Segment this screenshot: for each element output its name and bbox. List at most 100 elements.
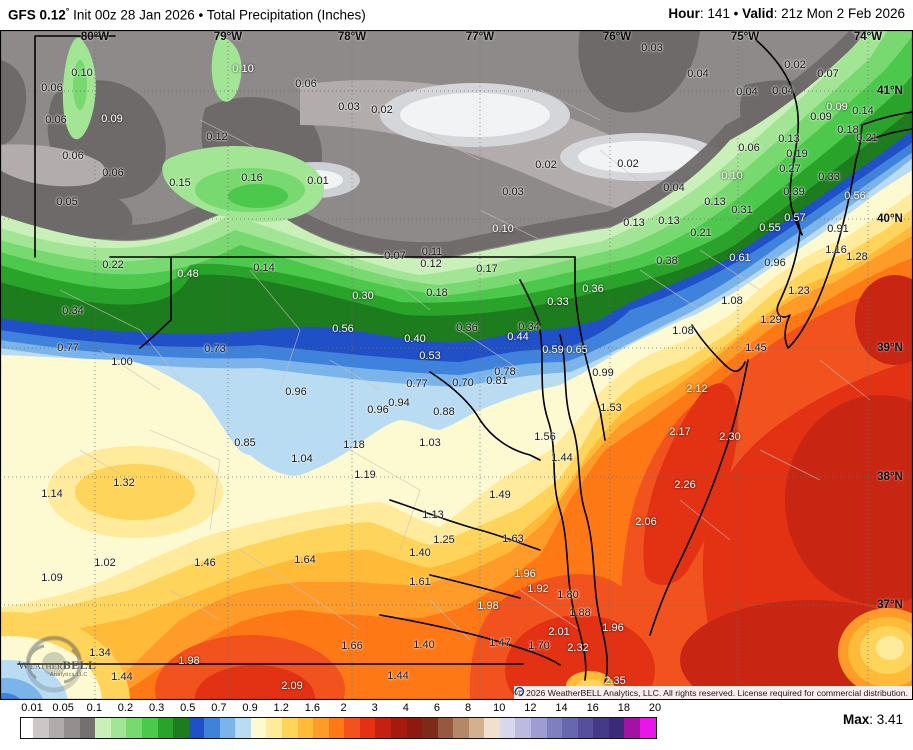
colorbar-cell <box>328 718 345 738</box>
colorbar-cell <box>110 718 127 738</box>
colorbar-tick: 0.9 <box>242 702 258 714</box>
colorbar-cell <box>437 718 454 738</box>
max-value: : 3.41 <box>869 712 903 727</box>
colorbar-tick: 0.1 <box>86 702 102 714</box>
colorbar-cell <box>250 718 267 738</box>
chesapeake-bay-west-shore <box>539 329 587 681</box>
colorbar-cell <box>188 718 205 738</box>
colorbar-tick: 6 <box>433 702 440 714</box>
colorbar-cell <box>546 718 563 738</box>
logo-bell-text: BELL <box>62 658 97 672</box>
model-title: GFS 0.12° Init 00z 28 Jan 2026 • Total P… <box>8 6 366 23</box>
colorbar-cell <box>562 718 578 738</box>
colorbar-cell <box>48 718 65 738</box>
colorbar-tick: 1.6 <box>304 702 320 714</box>
colorbar-cell <box>531 718 547 738</box>
colorbar-cell <box>235 718 251 738</box>
colorbar-cell <box>282 718 298 738</box>
logo-weather-text: Weather <box>18 658 63 672</box>
chesapeake-bay-east-shore <box>559 334 608 683</box>
colorbar-cell <box>639 718 656 738</box>
map-canvas <box>0 30 913 700</box>
colorbar-cell <box>64 718 80 738</box>
colorbar-tick: 14 <box>555 702 568 714</box>
max-label: Max <box>842 712 870 727</box>
colorbar-cell <box>157 718 174 738</box>
colorbar-cell <box>126 718 142 738</box>
colorbar-tick: 4 <box>402 702 409 714</box>
heavy-precip-cores <box>155 275 913 700</box>
colorbar-cell <box>390 718 407 738</box>
colorbar-tick: 18 <box>617 702 630 714</box>
valid-value: : 21z Mon 2 Feb 2026 <box>773 6 905 21</box>
colorbar-cell <box>204 718 220 738</box>
colorbar-tick: 0.5 <box>180 702 196 714</box>
colorbar-tick: 8 <box>465 702 472 714</box>
colorbar-tick-labels: 0.01 0.05 0.1 0.2 0.3 0.5 0.7 0.9 1.2 1.6 2 3 4 6 8 10 1… <box>0 702 700 716</box>
colorbar-tick: 10 <box>493 702 506 714</box>
model-name: GFS 0.12 <box>8 7 66 23</box>
colorbar-tick: 0.01 <box>21 702 43 714</box>
valid-label: Valid <box>742 6 774 21</box>
colorbar-cell <box>297 718 314 738</box>
colorbar-cell <box>577 718 594 738</box>
long-island-coast <box>855 111 913 161</box>
colorbar-tick: 0.2 <box>117 702 134 714</box>
colorbar-cell <box>141 718 158 738</box>
james-river <box>379 614 561 666</box>
colorbar-cell <box>499 718 516 738</box>
hour-value: : 141 • <box>699 6 743 21</box>
southwest-corner-low <box>0 612 130 700</box>
colorbar-cell <box>344 718 360 738</box>
colorbar-cell <box>624 718 640 738</box>
legend-footer: 0.01 0.05 0.1 0.2 0.3 0.5 0.7 0.9 1.2 1.6 2 3 4 6 8 10 1… <box>0 700 913 750</box>
precipitation-map: 0.10 0.06 0.06 0.09 0.06 0.06 0.05 0.10 0.12 0.15… <box>0 30 913 700</box>
colorbar <box>20 717 657 739</box>
colorbar-cell <box>468 718 485 738</box>
delaware-border <box>574 256 606 441</box>
york-river <box>429 574 521 599</box>
colorbar-cell <box>219 718 236 738</box>
county-borders <box>59 89 871 641</box>
rappahannock-river <box>389 499 541 551</box>
colorbar-cell <box>406 718 423 738</box>
colorbar-cell <box>453 718 469 738</box>
weatherbell-swirl-icon <box>25 635 83 693</box>
colorbar-cell <box>79 718 96 738</box>
colorbar-tick: 0.7 <box>211 702 227 714</box>
colorbar-tick: 2 <box>340 702 347 714</box>
colorbar-tick: 12 <box>524 702 537 714</box>
colorbar-cell <box>33 718 49 738</box>
susquehanna-river <box>519 279 541 326</box>
colorbar-cell <box>173 718 189 738</box>
colorbar-tick: 16 <box>586 702 599 714</box>
header-bar: GFS 0.12° Init 00z 28 Jan 2026 • Total P… <box>0 0 913 30</box>
green-patches-north <box>62 35 325 222</box>
degree-mark: ° <box>65 6 70 16</box>
delmarva-atlantic-coast <box>649 359 749 636</box>
colorbar-cell <box>359 718 376 738</box>
delaware-bay-outline <box>691 324 746 372</box>
colorbar-cell <box>484 718 500 738</box>
colorbar-cell <box>375 718 391 738</box>
colorbar-cell <box>95 718 111 738</box>
colorbar-cell <box>608 718 625 738</box>
colorbar-cell <box>593 718 609 738</box>
colorbar-tick: 0.3 <box>148 702 165 714</box>
colorbar-cell <box>422 718 438 738</box>
colorbar-cell <box>313 718 329 738</box>
colorbar-cell <box>266 718 282 738</box>
weatherbell-logo-text: WeatherBELL <box>18 658 96 673</box>
colorbar-tick: 1.2 <box>273 702 289 714</box>
potomac-river <box>429 371 541 461</box>
colorbar-tick: 20 <box>648 702 662 714</box>
colorbar-cell <box>515 718 531 738</box>
state-borders <box>17 35 913 683</box>
colorbar-tick: 0.05 <box>52 702 74 714</box>
graticule <box>0 30 913 700</box>
new-jersey-border <box>755 39 857 349</box>
logo-subtext: Analytics LLC <box>50 672 88 678</box>
colorbar-tick: 3 <box>371 702 378 714</box>
colorbar-cell <box>21 718 33 738</box>
